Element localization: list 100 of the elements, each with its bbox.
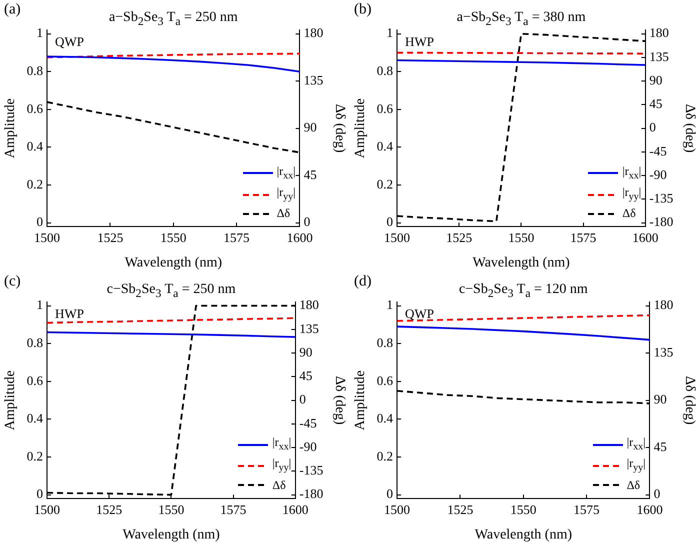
annotation: HWP: [55, 305, 84, 320]
x-axis-title: Wavelength (nm): [124, 255, 222, 270]
y2-tick-label: -135: [299, 462, 324, 478]
y-tick-label: 0.6: [376, 100, 394, 116]
x-tick-label: 1550: [158, 501, 184, 516]
y2-tick-label: 45: [654, 438, 667, 454]
x-tick-label: 1575: [574, 501, 600, 516]
y2-tick-label: 135: [299, 320, 319, 336]
y-tick-label: 0.8: [26, 63, 44, 78]
y2-axis-title: Δδ (deg): [682, 104, 697, 153]
y-tick-label: 0.8: [376, 63, 394, 78]
y-tick-label: 1: [386, 25, 394, 40]
y-tick-label: 0.4: [26, 410, 44, 426]
y-tick-label: 0.2: [26, 176, 44, 192]
y-tick-label: 0.2: [26, 448, 44, 463]
y2-tick-label: -135: [649, 190, 674, 206]
x-tick-label: 1600: [636, 501, 663, 516]
annotation: QWP: [405, 305, 434, 320]
y-tick-label: 0.2: [376, 176, 394, 192]
annotation: QWP: [55, 34, 84, 49]
x-axis-title: Wavelength (nm): [472, 255, 570, 270]
y2-tick-label: 90: [299, 344, 312, 359]
x-tick-label: 1600: [632, 230, 658, 245]
y-tick-label: 0.2: [376, 448, 394, 463]
legend-label: |r$_{yy}$|: [626, 455, 646, 476]
x-tick-label: 1525: [446, 230, 472, 245]
y-tick-label: 1: [36, 25, 44, 40]
y-tick-label: 0.4: [26, 138, 44, 154]
y-axis-title: Amplitude: [3, 98, 18, 158]
y2-tick-label: 0: [299, 391, 306, 406]
legend-label: |r$_{xx}$|: [276, 162, 296, 183]
x-tick-label: 1575: [224, 230, 250, 245]
legend-label: |r$_{xx}$|: [626, 434, 646, 454]
y2-tick-label: 180: [299, 296, 319, 312]
x-tick-label: 1600: [282, 501, 308, 516]
x-axis-title: Wavelength (nm): [122, 526, 220, 542]
y2-axis-title: Δδ (deg): [332, 375, 347, 424]
legend-label: Δδ: [622, 205, 636, 222]
x-tick-label: 1575: [570, 230, 596, 245]
legend-label: |r$_{yy}$|: [272, 455, 292, 476]
y-tick-label: 1: [36, 296, 44, 312]
y2-tick-label: 90: [654, 391, 667, 406]
y2-axis-title: Δδ (deg): [332, 104, 347, 153]
x-tick-label: 1500: [34, 501, 60, 516]
y-tick-label: 0.6: [376, 372, 394, 388]
x-axis-title: Wavelength (nm): [474, 526, 572, 542]
y2-tick-label: 0: [304, 214, 310, 230]
x-tick-label: 1500: [384, 501, 410, 516]
chart-title: a−Sb$_{2}$Se$_{3}$ T$_{a}$ = 380 nm: [456, 10, 587, 28]
y2-tick-label: -180: [299, 486, 324, 501]
text: (a): [4, 1, 21, 18]
legend-label: |r$_{xx}$|: [622, 162, 642, 183]
chart-title: a−Sb$_{2}$Se$_{3}$ T$_{a}$ = 250 nm: [108, 10, 239, 28]
y2-tick-label: 135: [304, 72, 324, 88]
y2-tick-label: 135: [654, 344, 674, 359]
y-tick-label: 0: [386, 486, 394, 501]
y2-tick-label: -90: [649, 166, 667, 182]
x-tick-label: 1600: [286, 230, 313, 245]
y2-tick-label: 45: [649, 96, 662, 112]
y2-tick-label: 0: [654, 486, 660, 501]
y-tick-label: 0: [386, 214, 394, 230]
x-tick-label: 1525: [97, 230, 124, 245]
y2-tick-label: 180: [654, 296, 674, 312]
annotation: HWP: [405, 34, 434, 49]
legend-label: Δδ: [626, 476, 640, 494]
x-tick-label: 1575: [220, 501, 246, 516]
y2-tick-label: 90: [304, 120, 317, 135]
x-tick-label: 1550: [508, 230, 534, 245]
y-tick-label: 0.6: [26, 100, 44, 116]
x-tick-label: 1500: [34, 230, 60, 245]
legend-label: Δδ: [276, 205, 290, 222]
y-axis-title: Amplitude: [3, 370, 18, 430]
y2-tick-label: 180: [304, 25, 324, 40]
y-tick-label: 1: [386, 296, 394, 312]
text: (c): [4, 272, 21, 289]
y-tick-label: 0.8: [26, 334, 44, 350]
y-tick-label: 0.6: [26, 372, 44, 388]
y-tick-label: 0.4: [376, 410, 394, 426]
y2-tick-label: -90: [299, 438, 317, 454]
y2-axis-title: Δδ (deg): [682, 375, 697, 424]
chart-title: c−Sb$_{2}$Se$_{3}$ T$_{a}$ = 120 nm: [458, 282, 589, 300]
y2-tick-label: 135: [649, 48, 669, 64]
x-tick-label: 1525: [96, 501, 122, 516]
y2-tick-label: 90: [649, 72, 662, 88]
x-tick-label: 1500: [384, 230, 410, 245]
y2-tick-label: 0: [649, 120, 656, 135]
y-axis-title: Amplitude: [353, 370, 368, 430]
x-tick-label: 1550: [510, 501, 536, 516]
y-tick-label: 0.4: [376, 138, 394, 154]
legend-label: Δδ: [272, 476, 286, 494]
chart-title: c−Sb$_{2}$Se$_{3}$ T$_{a}$ = 250 nm: [106, 282, 237, 300]
y2-tick-label: 180: [649, 25, 669, 40]
y2-tick-label: -45: [649, 143, 667, 158]
y-tick-label: 0.8: [376, 334, 394, 350]
legend-label: |r$_{xx}$|: [272, 434, 292, 454]
text: (d): [354, 272, 372, 289]
x-tick-label: 1525: [447, 501, 474, 516]
y-tick-label: 0: [36, 486, 44, 501]
legend-label: |r$_{yy}$|: [622, 184, 642, 204]
y2-tick-label: 45: [299, 368, 312, 383]
